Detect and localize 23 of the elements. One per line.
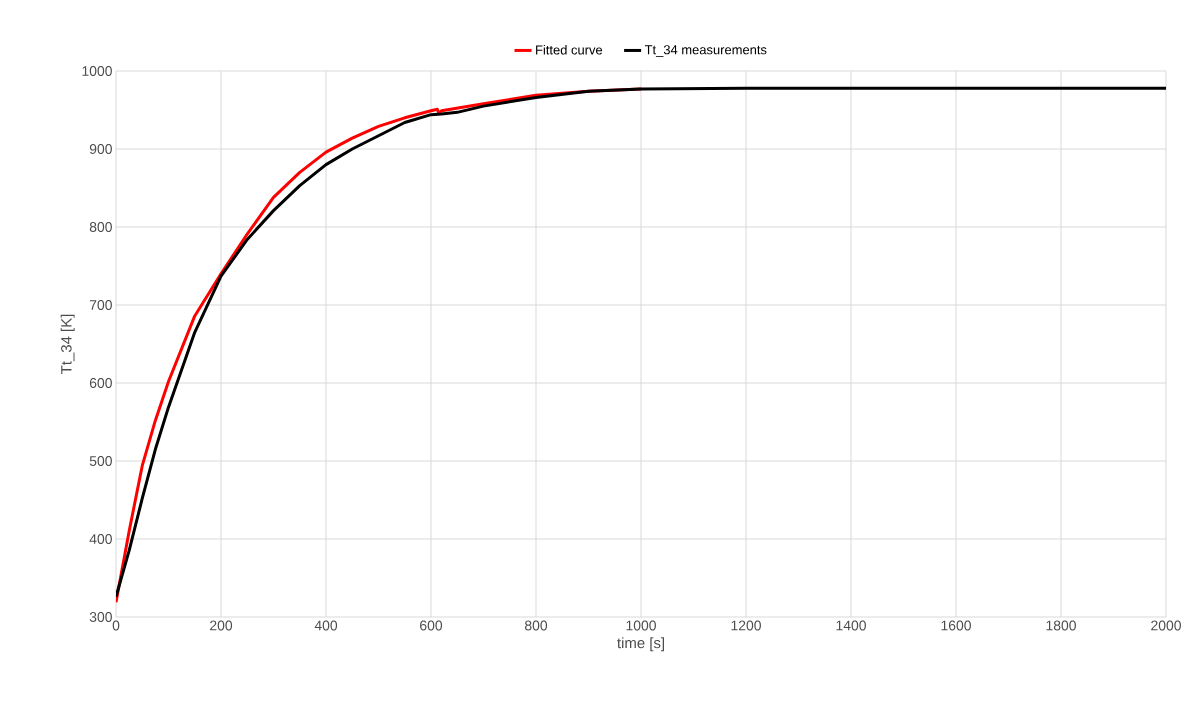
y-tick-label: 300 <box>89 612 112 622</box>
x-tick-label: 800 <box>524 620 548 631</box>
x-tick-label: 1000 <box>626 620 656 631</box>
x-tick-label: 1600 <box>941 620 971 631</box>
y-tick-label: 800 <box>89 222 112 232</box>
y-tick-label: 600 <box>89 378 112 388</box>
y-tick-label: 500 <box>89 456 112 466</box>
x-tick-label: 0 <box>112 620 120 631</box>
y-tick-label: 1000 <box>82 66 112 76</box>
y-tick-label: 400 <box>89 534 112 544</box>
legend-label: Fitted curve <box>536 45 603 55</box>
y-tick-label: 700 <box>89 300 112 310</box>
x-tick-label: 400 <box>314 620 338 631</box>
x-tick-label: 2000 <box>1151 620 1181 631</box>
x-tick-label: 1200 <box>731 620 761 631</box>
y-axis-title: Tt_34 [K] <box>60 314 75 374</box>
y-tick-label: 900 <box>89 144 112 154</box>
x-tick-label: 200 <box>210 620 233 631</box>
x-axis-title: time [s] <box>617 637 664 652</box>
x-tick-label: 1800 <box>1046 620 1076 631</box>
x-tick-label: 600 <box>420 620 443 631</box>
legend-label: Tt_34 measurements <box>644 45 767 57</box>
x-tick-label: 1400 <box>836 620 866 631</box>
